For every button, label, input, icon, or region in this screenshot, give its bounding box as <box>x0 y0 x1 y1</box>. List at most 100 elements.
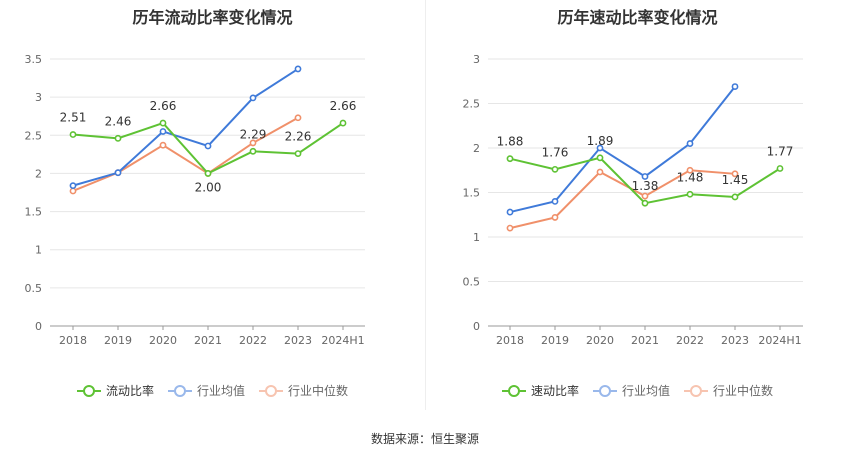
data-point <box>294 150 302 157</box>
y-tick-label: 3 <box>35 91 42 104</box>
data-point <box>506 155 514 163</box>
quick-ratio-panel: 历年速动比率变化情况 0 0.5 1 1.5 2 2.5 3 2018 2019 2020 2021… <box>425 0 850 420</box>
x-tick-label: 2021 <box>631 334 659 347</box>
x-tick-label: 2019 <box>541 334 569 347</box>
data-point <box>686 190 694 198</box>
legend-item[interactable]: 行业中位数 <box>259 382 348 399</box>
legend-item[interactable]: 速动比率 <box>501 382 579 399</box>
data-label: 1.77 <box>767 144 794 158</box>
data-point <box>69 187 77 195</box>
data-point <box>641 192 649 200</box>
data-point <box>551 197 559 205</box>
data-point <box>551 165 559 173</box>
legend-label: 行业中位数 <box>713 384 774 398</box>
chart-title: 历年流动比率变化情况 <box>132 8 293 27</box>
legend-marker-icon <box>684 384 708 397</box>
y-tick-label: 1 <box>35 244 42 257</box>
data-point <box>731 83 739 90</box>
legend-marker-icon <box>592 384 617 397</box>
data-label: 1.76 <box>542 145 569 159</box>
legend-label: 行业均值 <box>196 384 245 398</box>
legend-marker-icon <box>501 384 526 397</box>
data-label: 1.38 <box>632 179 659 193</box>
y-tick-label: 0.5 <box>463 276 481 289</box>
x-tick-label: 2020 <box>586 334 614 347</box>
data-point <box>731 193 739 201</box>
data-point <box>249 94 257 102</box>
data-point <box>641 199 649 207</box>
series-line <box>72 68 299 187</box>
x-tick-label: 2018 <box>496 334 524 347</box>
x-tick-label: 2023 <box>284 334 312 347</box>
y-tick-label: 0.5 <box>25 282 43 295</box>
data-point <box>159 141 167 149</box>
legend-item[interactable]: 流动比率 <box>76 382 154 399</box>
y-tick-label: 3.5 <box>25 53 43 66</box>
data-point <box>204 170 212 177</box>
legend-item[interactable]: 行业中位数 <box>684 382 773 399</box>
data-point <box>506 224 514 232</box>
x-tick-label: 2023 <box>721 334 749 347</box>
data-point <box>204 142 212 150</box>
data-point <box>551 214 559 221</box>
data-point <box>114 134 122 142</box>
y-tick-label: 0 <box>473 320 480 333</box>
data-point <box>506 208 514 216</box>
legend-label: 行业均值 <box>621 384 670 398</box>
data-label: 2.51 <box>60 111 87 125</box>
y-tick-label: 2 <box>473 142 480 155</box>
y-tick-label: 1.5 <box>463 187 481 200</box>
current-ratio-panel: 历年流动比率变化情况 0 0.5 1 1.5 2 2.5 3 3.5 2018 2019 2020 2… <box>0 0 425 420</box>
legend-label: 流动比率 <box>105 384 154 398</box>
series-line <box>509 169 736 230</box>
data-point <box>596 154 604 162</box>
data-point <box>294 114 302 122</box>
data-point <box>69 182 77 190</box>
legend-label: 速动比率 <box>530 384 579 398</box>
data-point <box>294 65 302 73</box>
data-label: 1.89 <box>587 134 614 148</box>
legend-marker-icon <box>76 384 101 397</box>
data-label: 1.88 <box>497 135 524 149</box>
y-tick-label: 2.5 <box>463 98 481 111</box>
data-point <box>249 139 257 147</box>
x-tick-label: 2020 <box>149 334 177 347</box>
x-tick-label: 2022 <box>239 334 267 347</box>
data-point <box>686 166 694 174</box>
data-point <box>686 140 694 147</box>
quick-ratio-chart: 0 0.5 1 1.5 2 2.5 3 2018 2019 2020 2021 2022 2023 202… <box>463 53 803 347</box>
data-point <box>776 165 784 172</box>
data-point <box>69 131 77 138</box>
y-tick-label: 0 <box>35 320 42 333</box>
data-label: 1.45 <box>722 173 749 187</box>
data-point <box>159 128 167 135</box>
legend-marker-icon <box>167 384 192 397</box>
x-tick-label: 2024H1 <box>321 334 364 347</box>
data-label: 2.66 <box>330 99 357 113</box>
y-tick-label: 1 <box>473 231 480 244</box>
legend-marker-icon <box>259 384 283 397</box>
data-label: 2.66 <box>150 99 177 113</box>
x-tick-label: 2021 <box>194 334 222 347</box>
chart-legend: 流动比率 行业均值 行业中位数 <box>0 382 425 399</box>
panel-divider <box>425 0 426 410</box>
data-point <box>596 168 604 176</box>
data-point <box>249 147 257 155</box>
x-tick-label: 2022 <box>676 334 704 347</box>
y-tick-label: 2 <box>35 167 42 180</box>
chart-title: 历年速动比率变化情况 <box>557 8 718 27</box>
data-label: 2.46 <box>105 114 132 128</box>
data-point <box>114 169 122 177</box>
data-label: 2.29 <box>240 127 267 141</box>
data-label: 2.00 <box>195 180 222 194</box>
legend-item[interactable]: 行业均值 <box>167 382 245 399</box>
legend-item[interactable]: 行业均值 <box>592 382 670 399</box>
y-tick-label: 3 <box>473 53 480 66</box>
x-tick-label: 2024H1 <box>758 334 801 347</box>
data-point <box>641 173 649 180</box>
data-label: 1.48 <box>677 170 704 184</box>
y-tick-label: 1.5 <box>25 206 43 219</box>
legend-label: 行业中位数 <box>288 384 349 398</box>
x-tick-label: 2018 <box>59 334 87 347</box>
data-source: 数据来源：恒生聚源 <box>370 432 479 446</box>
